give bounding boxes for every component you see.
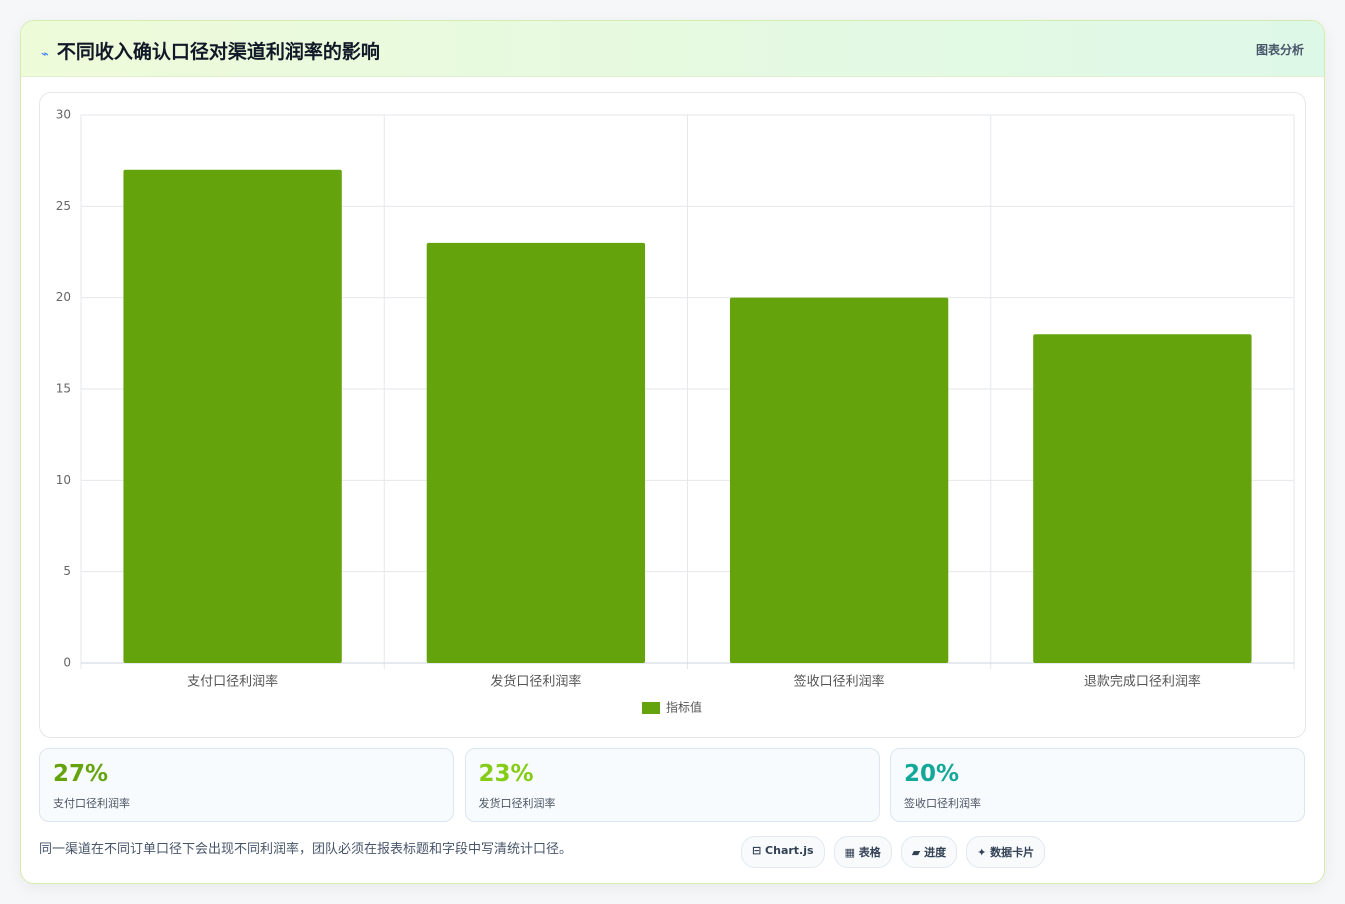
y-tick-label: 30 <box>56 108 71 122</box>
x-tick-label: 签收口径利润率 <box>794 674 885 690</box>
x-tick-label: 退款完成口径利润率 <box>1084 674 1201 690</box>
y-tick-label: 0 <box>63 656 71 670</box>
stat-label: 发货口径利润率 <box>478 797 556 810</box>
tag[interactable]: ▦ 表格 <box>833 836 892 868</box>
chart: 0 5 10 15 20 25 30 支付口径利润率 发货口径利润率 签收口径利润率 退款完成口径利… <box>56 108 1295 715</box>
stat-value: 27% <box>53 761 109 787</box>
bar <box>123 169 342 664</box>
tag-text: 表格 <box>858 846 881 859</box>
y-tick-label: 15 <box>56 382 71 396</box>
tag-text: 进度 <box>924 846 947 859</box>
card: ⌁ 不同收入确认口径对渠道利润率的影响 图表分析 0 5 10 15 20 25 30 支付口径… <box>20 20 1325 884</box>
legend-swatch <box>642 702 660 714</box>
tag[interactable]: ✦ 数据卡片 <box>966 836 1046 868</box>
title-text: 不同收入确认口径对渠道利润率的影响 <box>56 41 380 63</box>
x-tick-label: 支付口径利润率 <box>187 674 278 690</box>
stat-card: 27% 支付口径利润率 <box>39 748 454 822</box>
tag[interactable]: ▰ 进度 <box>900 836 958 868</box>
y-tick-label: 20 <box>56 290 71 304</box>
stat-label: 支付口径利润率 <box>53 797 130 810</box>
stat-card: 23% 发货口径利润率 <box>464 748 880 822</box>
stat-value: 23% <box>478 761 534 787</box>
tag-text: 数据卡片 <box>990 846 1035 859</box>
bar <box>1033 334 1252 663</box>
chart-box: 0 5 10 15 20 25 30 支付口径利润率 发货口径利润率 签收口径利润率 退款完成口径利… <box>39 92 1306 738</box>
tags: ⊟ Chart.js ▦ 表格 ▰ 进度 ✦ 数据卡片 <box>741 836 1046 868</box>
header-tag: 图表分析 <box>1255 43 1304 57</box>
header: ⌁ 不同收入确认口径对渠道利润率的影响 图表分析 <box>21 21 1324 77</box>
bar <box>426 242 646 663</box>
y-tick-label: 5 <box>63 564 71 578</box>
bar <box>729 297 949 663</box>
x-tick-label: 发货口径利润率 <box>490 674 581 690</box>
y-tick-label: 25 <box>56 199 71 213</box>
stat-value: 20% <box>904 761 960 787</box>
y-tick-label: 10 <box>56 473 71 487</box>
stat-label: 签收口径利润率 <box>904 797 981 810</box>
note: 同一渠道在不同订单口径下会出现不同利润率，团队必须在报表标题和字段中写清统计口径… <box>39 842 573 857</box>
title: ⌁ 不同收入确认口径对渠道利润率的影响 <box>41 41 380 63</box>
tag-text: Chart.js <box>765 844 814 857</box>
stat-card: 20% 签收口径利润率 <box>890 748 1305 822</box>
legend-label: 指标值 <box>666 700 702 715</box>
tag[interactable]: ⊟ Chart.js <box>741 836 825 868</box>
